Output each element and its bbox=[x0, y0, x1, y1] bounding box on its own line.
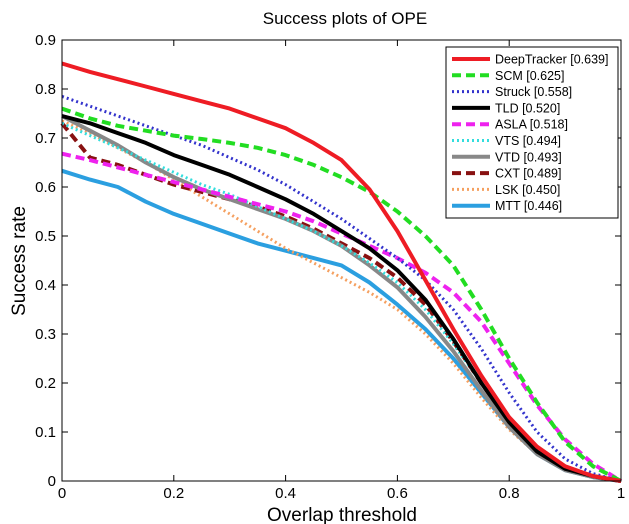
legend-label-1: SCM [0.625] bbox=[495, 69, 564, 83]
y-axis-label: Success rate bbox=[9, 206, 30, 316]
series-line-2 bbox=[61, 94, 622, 483]
x-tick-label: 0.6 bbox=[387, 485, 408, 502]
legend-label-6: VTD [0.493] bbox=[495, 150, 562, 164]
y-tick-label: 0.9 bbox=[35, 32, 56, 49]
x-tick-label: 1 bbox=[617, 485, 625, 502]
y-tick-label: 0.3 bbox=[35, 326, 56, 343]
y-tick-label: 0.8 bbox=[35, 81, 56, 98]
y-tick-label: 0 bbox=[48, 473, 56, 490]
y-tick-label: 0.6 bbox=[35, 179, 56, 196]
series-line-3 bbox=[61, 114, 622, 483]
legend-label-2: Struck [0.558] bbox=[495, 85, 572, 99]
y-tick-label: 0.5 bbox=[35, 228, 56, 245]
y-tick-label: 0.1 bbox=[35, 424, 56, 441]
series-line-8 bbox=[61, 119, 622, 483]
y-tick-label: 0.2 bbox=[35, 375, 56, 392]
legend-label-4: ASLA [0.518] bbox=[495, 118, 568, 132]
x-tick-label: 0.4 bbox=[275, 485, 296, 502]
x-tick-label: 0.8 bbox=[499, 485, 520, 502]
legend-label-9: MTT [0.446] bbox=[495, 199, 562, 213]
axes-box bbox=[61, 39, 622, 482]
x-tick-label: 0.2 bbox=[163, 485, 184, 502]
series-layer bbox=[60, 61, 623, 483]
legend-label-0: DeepTracker [0.639] bbox=[495, 53, 608, 67]
series-line-1 bbox=[61, 106, 622, 483]
series-line-7 bbox=[60, 122, 622, 483]
y-tick-label: 0.4 bbox=[35, 277, 56, 294]
axes-layer: 0 0.2 0.4 0.6 0.8 1 0 0.1 0.2 0.3 0.4 0.5 0.6 0.7 0.8 0… bbox=[35, 32, 625, 502]
series-line-0 bbox=[61, 61, 622, 483]
chart-title: Success plots of OPE bbox=[263, 9, 427, 28]
x-axis-label: Overlap threshold bbox=[267, 505, 417, 524]
x-tick-label: 0 bbox=[58, 485, 66, 502]
legend-label-3: TLD [0.520] bbox=[495, 101, 560, 115]
series-line-5 bbox=[61, 121, 622, 483]
legend-label-7: CXT [0.489] bbox=[495, 167, 561, 181]
legend: DeepTracker [0.639] SCM [0.625] Struck [0.… bbox=[445, 46, 619, 219]
y-tick-label: 0.7 bbox=[35, 130, 56, 147]
legend-label-8: LSK [0.450] bbox=[495, 183, 560, 197]
legend-label-5: VTS [0.494] bbox=[495, 134, 561, 148]
